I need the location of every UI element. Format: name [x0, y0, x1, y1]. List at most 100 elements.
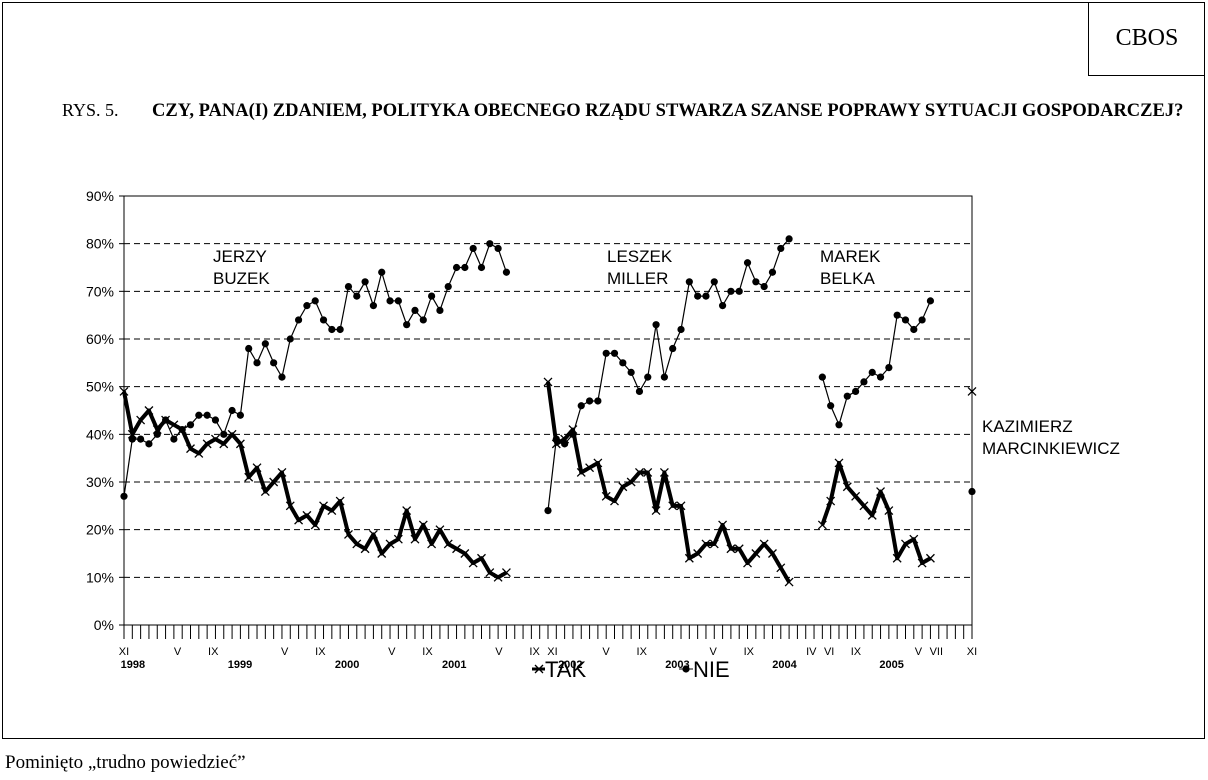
series-nie-line [821, 300, 931, 426]
series-tak-point [335, 496, 345, 506]
series-tak-line [122, 391, 508, 580]
series-tak-point [235, 439, 245, 449]
series-nie-point [926, 297, 935, 305]
series-nie-point [760, 282, 768, 291]
legend-tak-marker [534, 664, 544, 674]
series-tak-point [260, 487, 270, 496]
series-nie-point [910, 325, 918, 334]
x-tick-label: XI [547, 646, 557, 658]
series-tak-point [202, 439, 212, 449]
x-tick-label: V [388, 646, 396, 658]
series-tak-point [593, 458, 603, 468]
x-tick-label: V [281, 646, 289, 658]
series-nie-point [577, 402, 585, 410]
series-nie-point [436, 306, 444, 314]
chart-title: CZY, PANA(I) ZDANIEM, POLITYKA OBECNEGO … [152, 101, 1184, 121]
series-nie-point [752, 278, 760, 286]
year-label: 2002 [558, 659, 582, 671]
series-tak-point [186, 444, 195, 454]
annotation-label: LESZEK [607, 247, 673, 266]
series-nie-point [270, 359, 278, 367]
series-tak-point [352, 539, 362, 549]
series-nie-point [211, 416, 220, 424]
y-tick-label: 90% [86, 188, 114, 204]
annotation-label: JERZY [213, 247, 267, 266]
series-nie-point [677, 325, 685, 334]
series-nie-point [378, 268, 386, 276]
year-label: 2004 [772, 659, 797, 671]
series-nie-point [461, 263, 469, 272]
series-tak-point [892, 553, 902, 563]
y-tick-label: 50% [86, 379, 114, 395]
x-tick-label: IX [851, 646, 862, 658]
series-tak-point [418, 520, 428, 530]
series-nie-point [885, 364, 893, 372]
x-tick-label: V [709, 646, 717, 658]
series-tak-point [601, 491, 611, 501]
series-nie-point [652, 321, 660, 329]
series-nie-point [228, 406, 236, 415]
series-nie-point [602, 349, 610, 357]
series-tak-point [360, 544, 370, 554]
series-nie-point [860, 378, 868, 386]
series-tak-point [385, 539, 395, 549]
series-tak-point [576, 468, 586, 477]
series-tak-point [219, 439, 229, 449]
series-nie-point [153, 430, 161, 438]
series-nie-point [777, 244, 785, 253]
series-tak-point [917, 558, 927, 568]
series-tak-point [851, 491, 861, 501]
series-nie-point [843, 392, 851, 400]
series-tak-point [751, 549, 761, 558]
series-tak-point [252, 463, 262, 473]
series-nie-point [552, 435, 560, 443]
series-tak-point [294, 515, 304, 525]
series-nie-point [785, 235, 793, 243]
series-tak-point [884, 506, 894, 516]
series-nie-point [669, 344, 677, 353]
series-nie-point [303, 302, 311, 310]
series-nie-point [170, 435, 178, 443]
series-tak-point [668, 501, 678, 511]
series-nie-point [261, 340, 269, 348]
series-tak-point [327, 506, 337, 516]
series-tak-point [718, 520, 728, 530]
x-tick-label: V [602, 646, 610, 658]
x-tick-label: XI [967, 646, 977, 658]
y-tick-label: 40% [86, 426, 114, 442]
series-nie-point [644, 373, 652, 381]
y-tick-label: 80% [86, 236, 114, 252]
annotation-label: MILLER [607, 269, 668, 288]
series-nie-point [386, 297, 394, 305]
footer-divider [2, 738, 1205, 739]
series-tak-point [368, 529, 378, 539]
series-tak-point [244, 472, 254, 482]
series-nie-point [253, 359, 261, 367]
series-nie-point [610, 349, 619, 357]
series-nie-point [245, 344, 253, 353]
series-tak-point [659, 468, 669, 477]
series-nie-point [502, 268, 511, 276]
series-tak-point [377, 549, 387, 558]
series-tak-point [144, 406, 154, 415]
annotation-label: BUZEK [213, 269, 270, 288]
x-tick-label: IX [637, 646, 648, 658]
series-tak-point [210, 434, 220, 444]
x-tick-label: IX [744, 646, 755, 658]
series-tak-point [726, 544, 736, 554]
series-nie-point [585, 397, 594, 405]
series-nie-point [718, 302, 727, 310]
series-nie-point [486, 240, 494, 248]
x-tick-label: XI [119, 646, 129, 658]
series-tak-point [319, 501, 328, 511]
series-nie-point [311, 297, 319, 305]
series-tak-point [901, 539, 910, 549]
series-nie-point [344, 282, 353, 291]
series-tak-point [876, 487, 886, 496]
y-tick-label: 70% [86, 283, 114, 299]
series-tak-point [435, 525, 445, 535]
series-tak-point [585, 463, 595, 473]
series-tak-point [817, 520, 827, 530]
series-nie-point [361, 278, 369, 286]
